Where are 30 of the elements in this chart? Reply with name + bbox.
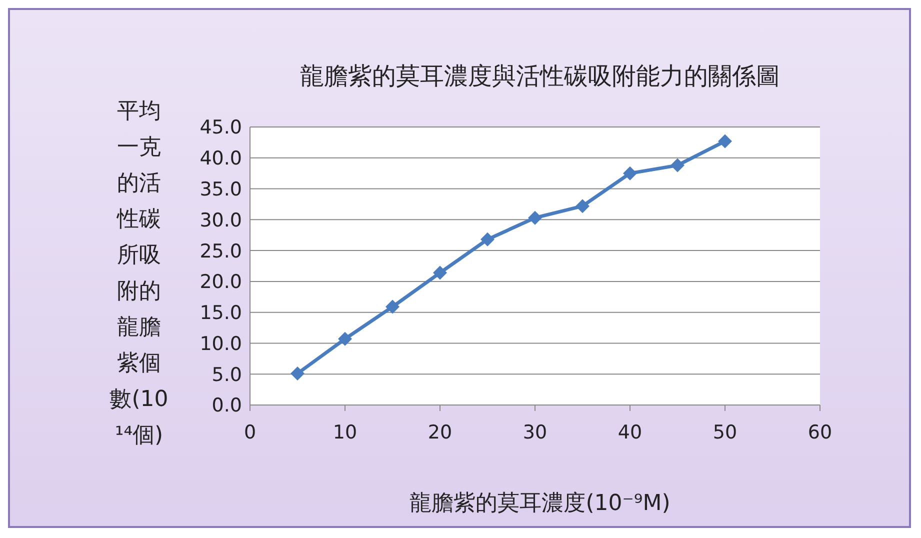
x-tick-label: 60 [808,421,832,444]
x-tick-label: 30 [522,421,548,444]
x-tick-label: 40 [618,421,642,444]
point [433,266,447,280]
point [718,134,732,148]
point [338,332,352,346]
y-tick-label: 0.0 [212,394,242,417]
point [528,210,542,225]
x-tick-label: 50 [712,421,738,444]
x-tick-label: 20 [428,421,452,444]
y-tick-label: 40.0 [200,148,242,170]
point [670,158,684,172]
x-axis-title: 龍膽紫的莫耳濃度(10⁻⁹M) [408,490,672,518]
point [290,366,304,380]
point [576,199,590,214]
x-tick-label: 0 [244,421,256,444]
y-tick-label: 30.0 [200,209,242,232]
y-tick-label: 5.0 [212,364,242,386]
x-tick-label: 10 [332,421,358,444]
y-tick-label: 45.0 [200,116,242,139]
chart-title: 龍膽紫的莫耳濃度與活性碳吸附能力的關係圖 [299,61,781,92]
y-tick-label: 35.0 [200,178,242,201]
y-tick-label: 20.0 [200,271,242,294]
y-tick-label: 25.0 [200,240,242,262]
y-tick-label: 10.0 [200,332,242,355]
point [623,166,637,180]
y-tick-label: 15.0 [200,302,242,324]
point [480,232,494,246]
point [386,300,400,314]
text: 平均一克的活性碳所吸附的龍膽紫個數(10¹⁴個) [110,99,168,448]
